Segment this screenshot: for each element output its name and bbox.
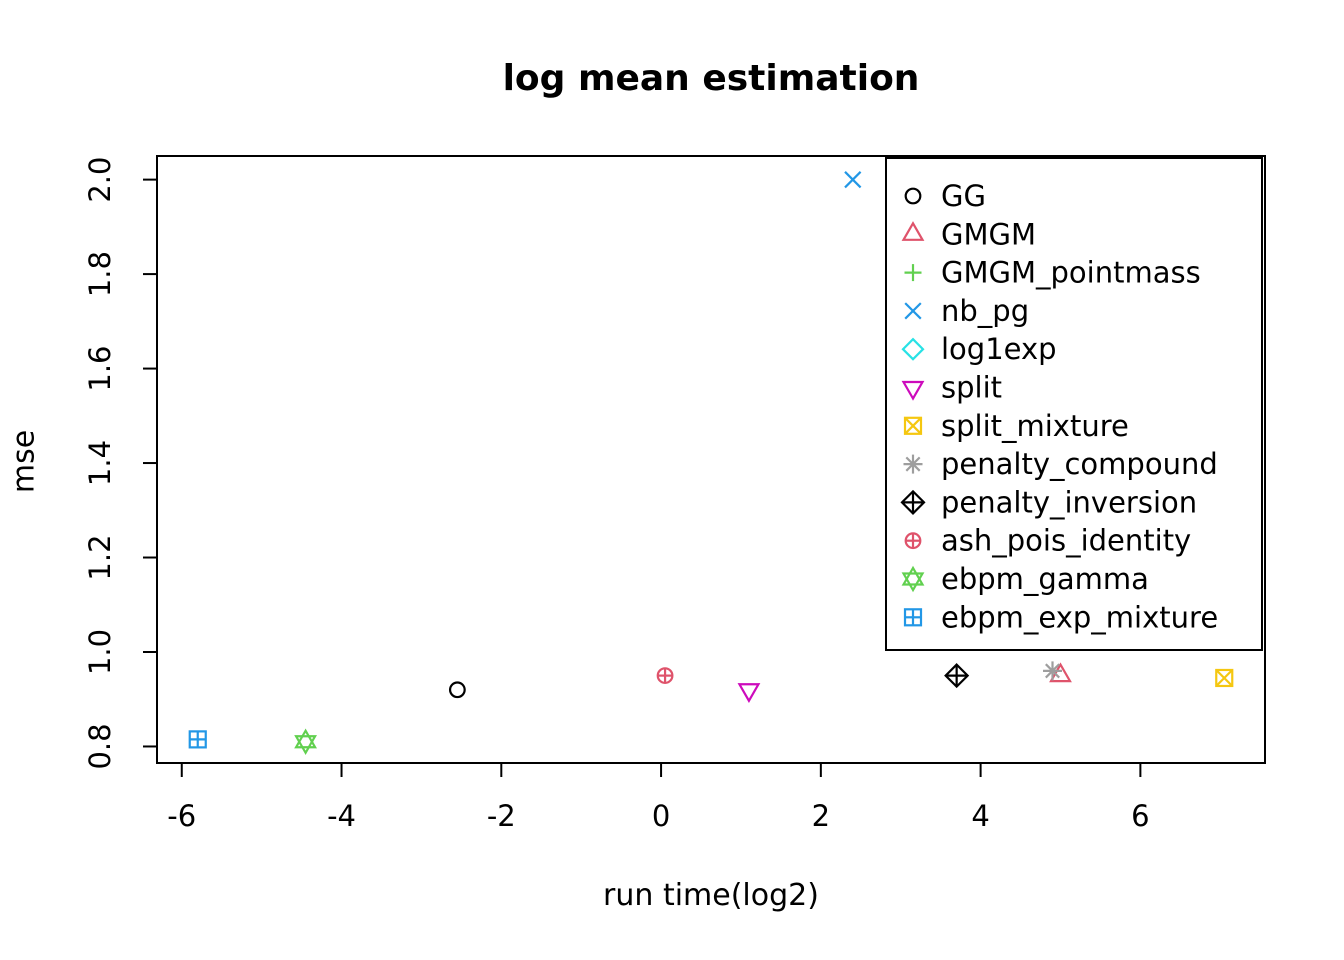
legend-box <box>885 157 1263 651</box>
legend-marker-penalty_inversion-icon <box>900 489 926 515</box>
legend-marker-GG-icon <box>904 187 922 205</box>
x-tick-label: 4 <box>971 799 989 833</box>
y-tick-label: 1.4 <box>83 440 117 486</box>
legend-label: nb_pg <box>941 294 1029 328</box>
legend-label: ash_pois_identity <box>941 524 1191 558</box>
legend-item-GMGM_pointmass: GMGM_pointmass <box>904 256 1201 290</box>
legend-marker-nb_pg-icon <box>904 302 922 320</box>
legend-label: ebpm_exp_mixture <box>941 600 1218 634</box>
legend-item-ebpm_exp_mixture: ebpm_exp_mixture <box>903 600 1218 634</box>
data-point-nb_pg <box>844 171 862 189</box>
legend-marker-penalty_compound-icon <box>903 454 923 474</box>
y-tick-label: 0.8 <box>83 723 117 769</box>
data-points <box>188 171 1234 755</box>
legend-label: split <box>941 371 1002 405</box>
y-tick-label: 1.0 <box>83 629 117 675</box>
legend-label: log1exp <box>941 332 1057 366</box>
legend-item-log1exp: log1exp <box>901 332 1057 366</box>
data-point-penalty_compound <box>1043 661 1063 681</box>
y-tick-label: 2.0 <box>83 157 117 203</box>
legend-marker-GMGM_pointmass-icon <box>904 264 922 282</box>
legend-item-GG: GG <box>904 179 986 213</box>
legend-item-ash_pois_identity: ash_pois_identity <box>904 524 1191 558</box>
plot-border <box>156 155 1266 764</box>
data-point-ebpm_gamma <box>294 728 317 755</box>
legend-marker-ebpm_exp_mixture-icon <box>903 608 923 627</box>
data-point-split <box>737 683 761 703</box>
legend-marker-GMGM-icon <box>901 221 925 241</box>
y-tick-label: 1.2 <box>83 534 117 580</box>
y-axis-label: mse <box>6 429 42 494</box>
legend-item-split_mixture: split_mixture <box>903 409 1129 443</box>
y-tick-label: 1.6 <box>83 346 117 392</box>
legend-marker-ebpm_gamma-icon <box>901 565 925 593</box>
data-point-ash_pois_identity <box>656 667 674 685</box>
legend-marker-split_mixture-icon <box>903 416 923 435</box>
legend-marker-log1exp-icon <box>901 337 925 361</box>
legend-label: GMGM_pointmass <box>941 256 1201 290</box>
legend-label: penalty_compound <box>941 447 1218 481</box>
legend-item-split: split <box>901 371 1002 405</box>
legend-label: split_mixture <box>941 409 1129 443</box>
y-axis: 0.8 1.0 1.2 1.4 1.6 1.8 2.0 <box>83 157 157 770</box>
legend-label: ebpm_gamma <box>941 562 1149 596</box>
legend-item-penalty_inversion: penalty_inversion <box>900 485 1197 519</box>
legend-marker-split-icon <box>901 380 925 401</box>
legend-item-ebpm_gamma: ebpm_gamma <box>901 562 1149 596</box>
legend-item-GMGM: GMGM <box>901 217 1036 251</box>
x-axis: -6 -4 -2 0 2 4 6 <box>167 763 1150 833</box>
x-axis-label: run time(log2) <box>603 878 819 913</box>
legend-item-nb_pg: nb_pg <box>904 294 1029 328</box>
data-point-GG <box>448 681 466 699</box>
legend: GG GMGM GMGM_pointmass nb_pg log1exp split spl… <box>885 157 1263 651</box>
legend-label: GG <box>941 179 986 213</box>
legend-item-penalty_compound: penalty_compound <box>903 447 1218 481</box>
x-tick-label: 0 <box>652 799 670 833</box>
x-tick-label: 2 <box>812 799 830 833</box>
chart-title: log mean estimation <box>502 58 920 99</box>
data-point-penalty_inversion <box>944 663 970 689</box>
legend-label: penalty_inversion <box>941 485 1197 519</box>
x-tick-label: -6 <box>167 799 196 833</box>
data-point-ebpm_exp_mixture <box>188 730 207 749</box>
legend-marker-ash_pois_identity-icon <box>904 532 922 550</box>
data-point-split_mixture <box>1215 668 1234 688</box>
x-tick-label: -2 <box>487 799 516 833</box>
y-tick-label: 1.8 <box>83 251 117 297</box>
x-tick-label: 6 <box>1131 799 1149 833</box>
legend-label: GMGM <box>941 217 1036 251</box>
x-tick-label: -4 <box>327 799 356 833</box>
